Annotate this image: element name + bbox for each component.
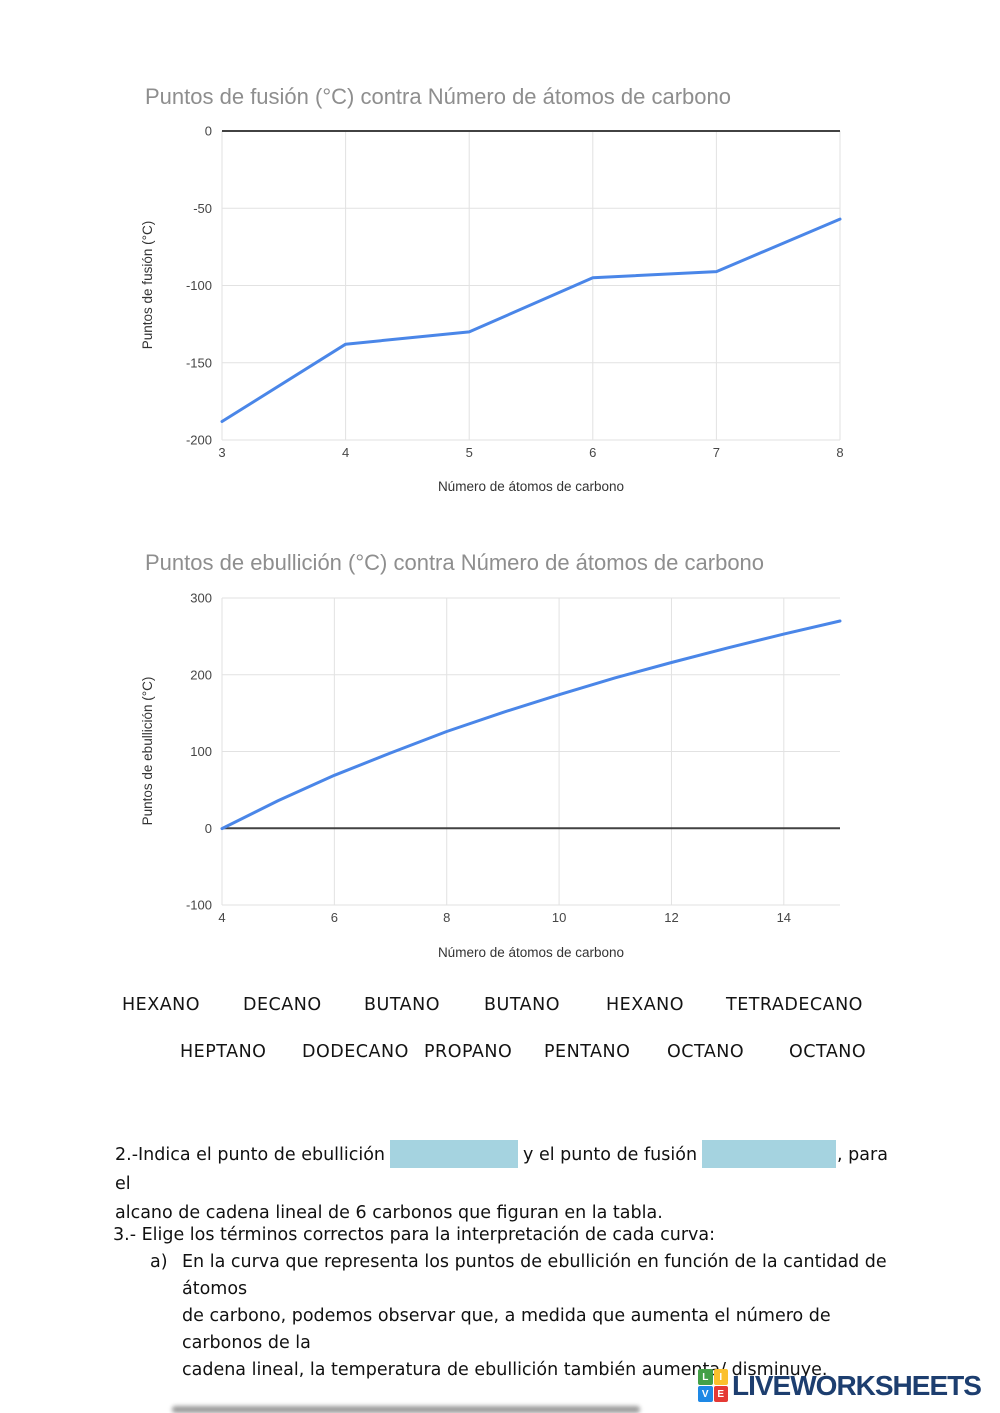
item-a-label: a): [150, 1252, 168, 1272]
x-tick-label: 7: [713, 445, 720, 460]
x-tick-label: 10: [552, 910, 566, 925]
y-tick-label: 300: [190, 591, 212, 606]
x-axis-title: Número de átomos de carbono: [438, 945, 624, 960]
item-a-line-3: cadena lineal, la temperatura de ebullic…: [182, 1360, 828, 1380]
x-tick-label: 12: [664, 910, 678, 925]
logo-tile-l: L: [698, 1369, 713, 1385]
liveworksheets-logo-text: LIVEWORKSHEETS: [732, 1369, 982, 1401]
question-2: 2.-Indica el punto de ebullición y el pun…: [115, 1140, 905, 1228]
x-tick-label: 8: [836, 445, 843, 460]
cutoff-text-artifact: [172, 1406, 640, 1413]
item-a-text: En la curva que representa los puntos de…: [182, 1249, 913, 1384]
x-tick-label: 5: [466, 445, 473, 460]
question-2-line-2: alcano de cadena lineal de 6 carbonos qu…: [115, 1203, 663, 1223]
chart-title: Puntos de fusión (°C) contra Número de á…: [145, 84, 731, 109]
x-tick-label: 4: [218, 910, 225, 925]
word-bank-item[interactable]: BUTANO: [364, 995, 440, 1015]
item-a-line-1: En la curva que representa los puntos de…: [182, 1252, 887, 1299]
y-tick-label: -50: [193, 201, 212, 216]
q2-text-before-boiling: 2.-Indica el punto de ebullición: [115, 1145, 386, 1165]
word-bank-item[interactable]: BUTANO: [484, 995, 560, 1015]
word-bank-item[interactable]: OCTANO: [789, 1042, 867, 1062]
melting-point-chart: 0 -50 -100 -150 -200 3 4 5 6 7 8 Puntos de fusión (…: [140, 84, 844, 494]
x-tick-label: 6: [331, 910, 338, 925]
word-bank-item[interactable]: DODECANO: [302, 1042, 409, 1062]
y-tick-label: 100: [190, 744, 212, 759]
y-axis-title: Puntos de fusión (°C): [140, 221, 155, 349]
question-3-item-a: a) En la curva que representa los puntos…: [150, 1249, 913, 1384]
question-3: 3.- Elige los términos correctos para la…: [113, 1222, 913, 1384]
word-bank-item[interactable]: TETRADECANO: [726, 995, 863, 1015]
series-line: [220, 217, 842, 423]
chart-title: Puntos de ebullición (°C) contra Número …: [145, 550, 764, 575]
series-line: [220, 619, 842, 831]
x-tick-label: 3: [218, 445, 225, 460]
x-tick-label: 4: [342, 445, 349, 460]
y-tick-label: -150: [186, 355, 212, 370]
word-bank-item[interactable]: PROPANO: [424, 1042, 513, 1062]
y-tick-label: -100: [186, 898, 212, 913]
y-tick-label: 0: [205, 821, 212, 836]
x-tick-label: 8: [443, 910, 450, 925]
logo-tile-i: I: [713, 1369, 728, 1385]
answer-box-melting-point[interactable]: [702, 1140, 837, 1168]
word-bank-item[interactable]: PENTANO: [544, 1042, 631, 1062]
y-tick-label: 0: [205, 124, 212, 139]
word-bank-item[interactable]: OCTANO: [667, 1042, 745, 1062]
y-tick-label: -100: [186, 278, 212, 293]
y-axis-title: Puntos de ebullición (°C): [140, 677, 155, 826]
logo-tile-v: V: [698, 1386, 713, 1402]
word-bank-item[interactable]: HEXANO: [122, 995, 201, 1015]
q2-text-before-melting: y el punto de fusión: [523, 1145, 698, 1165]
word-bank-item[interactable]: DECANO: [243, 995, 322, 1015]
y-tick-label: 200: [190, 667, 212, 682]
q2-text-after: , para el: [115, 1145, 888, 1194]
item-a-line-2: de carbono, podemos observar que, a medi…: [182, 1306, 831, 1353]
logo-tile-e: E: [713, 1386, 728, 1402]
y-tick-label: -200: [186, 433, 212, 448]
word-bank-item[interactable]: HEPTANO: [180, 1042, 267, 1062]
question-3-heading: 3.- Elige los términos correctos para la…: [113, 1225, 716, 1245]
boiling-point-chart: 300 200 100 0 -100 4 6 8 10 12 14 Puntos de ebullic…: [140, 550, 842, 960]
x-axis-title: Número de átomos de carbono: [438, 479, 624, 494]
word-bank-item[interactable]: HEXANO: [606, 995, 685, 1015]
answer-box-boiling-point[interactable]: [390, 1140, 519, 1168]
x-tick-label: 6: [589, 445, 596, 460]
question-2-line-1: 2.-Indica el punto de ebullición y el pun…: [115, 1140, 905, 1199]
x-tick-label: 14: [777, 910, 791, 925]
